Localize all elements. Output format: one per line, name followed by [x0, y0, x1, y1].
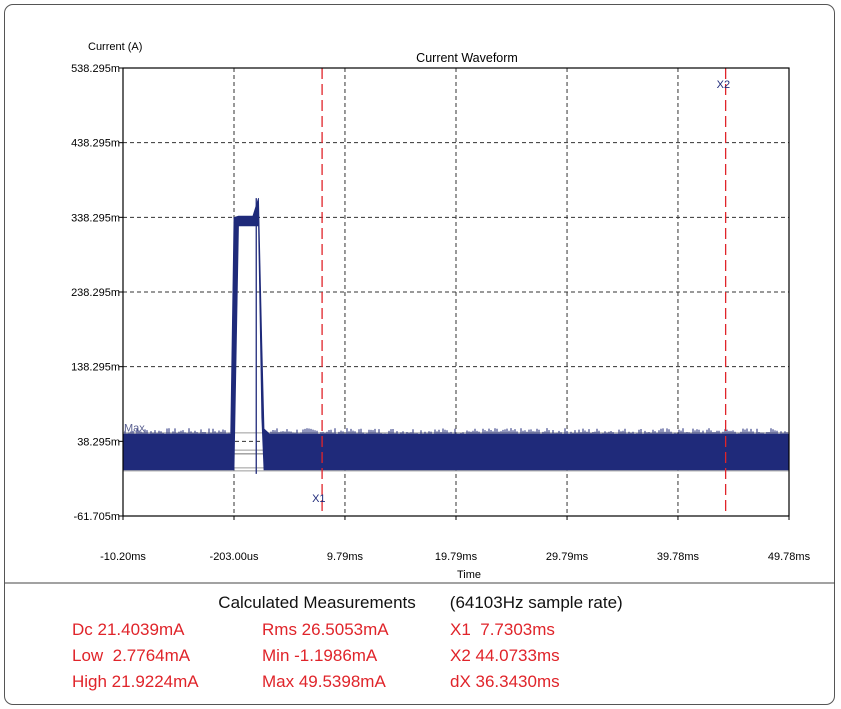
- y-tick-label: 238.295m: [71, 287, 120, 299]
- chart-title: Current Waveform: [416, 51, 518, 65]
- sample-rate: (64103Hz sample rate): [449, 593, 623, 612]
- y-tick-label: -61.705m: [74, 511, 120, 523]
- x-axis-title: Time: [457, 569, 481, 581]
- y-tick-label: 38.295m: [77, 436, 120, 448]
- x2-value: X2 44.0733ms: [450, 646, 560, 665]
- dx-value: dX 36.3430ms: [450, 672, 560, 691]
- x-tick-label: 29.79ms: [546, 551, 589, 563]
- y-tick-label: 138.295m: [71, 362, 120, 374]
- y-tick-label: 538.295m: [71, 63, 120, 75]
- x-tick-label: 39.78ms: [657, 551, 700, 563]
- annotation-label: Max: [124, 422, 145, 434]
- x-tick-label: 49.78ms: [768, 551, 811, 563]
- y-tick-label: 338.295m: [71, 212, 120, 224]
- low-value: Low 2.7764mA: [72, 646, 191, 665]
- measurement-row: Dc 21.4039mA Rms 26.5053mA X1 7.7303ms: [0, 620, 841, 642]
- high-value: High 21.9224mA: [72, 672, 199, 691]
- cursor-label-x2: X2: [717, 79, 730, 91]
- rms-value: Rms 26.5053mA: [262, 620, 389, 639]
- x-tick-label: -203.00us: [210, 551, 259, 563]
- max-value: Max 49.5398mA: [262, 672, 386, 691]
- current-waveform-chart: Current (A) Current Waveform Time X1 X2 Ma…: [5, 41, 835, 584]
- dc-value: Dc 21.4039mA: [72, 620, 185, 639]
- x-tick-label: 19.79ms: [435, 551, 478, 563]
- x-tick-label: -10.20ms: [100, 551, 146, 563]
- x-tick-label: 9.79ms: [327, 551, 364, 563]
- measurements-title: Calculated Measurements: [218, 593, 416, 612]
- cursor-label-x1: X1: [312, 493, 325, 505]
- min-value: Min -1.1986mA: [262, 646, 378, 665]
- y-axis-title: Current (A): [88, 41, 142, 53]
- y-tick-label: 438.295m: [71, 138, 120, 150]
- measurement-row: Low 2.7764mA Min -1.1986mA X2 44.0733ms: [0, 646, 841, 668]
- x1-value: X1 7.7303ms: [450, 620, 555, 639]
- measurements-header: Calculated Measurements (64103Hz sample r…: [0, 593, 841, 613]
- measurement-row: High 21.9224mA Max 49.5398mA dX 36.3430m…: [0, 672, 841, 694]
